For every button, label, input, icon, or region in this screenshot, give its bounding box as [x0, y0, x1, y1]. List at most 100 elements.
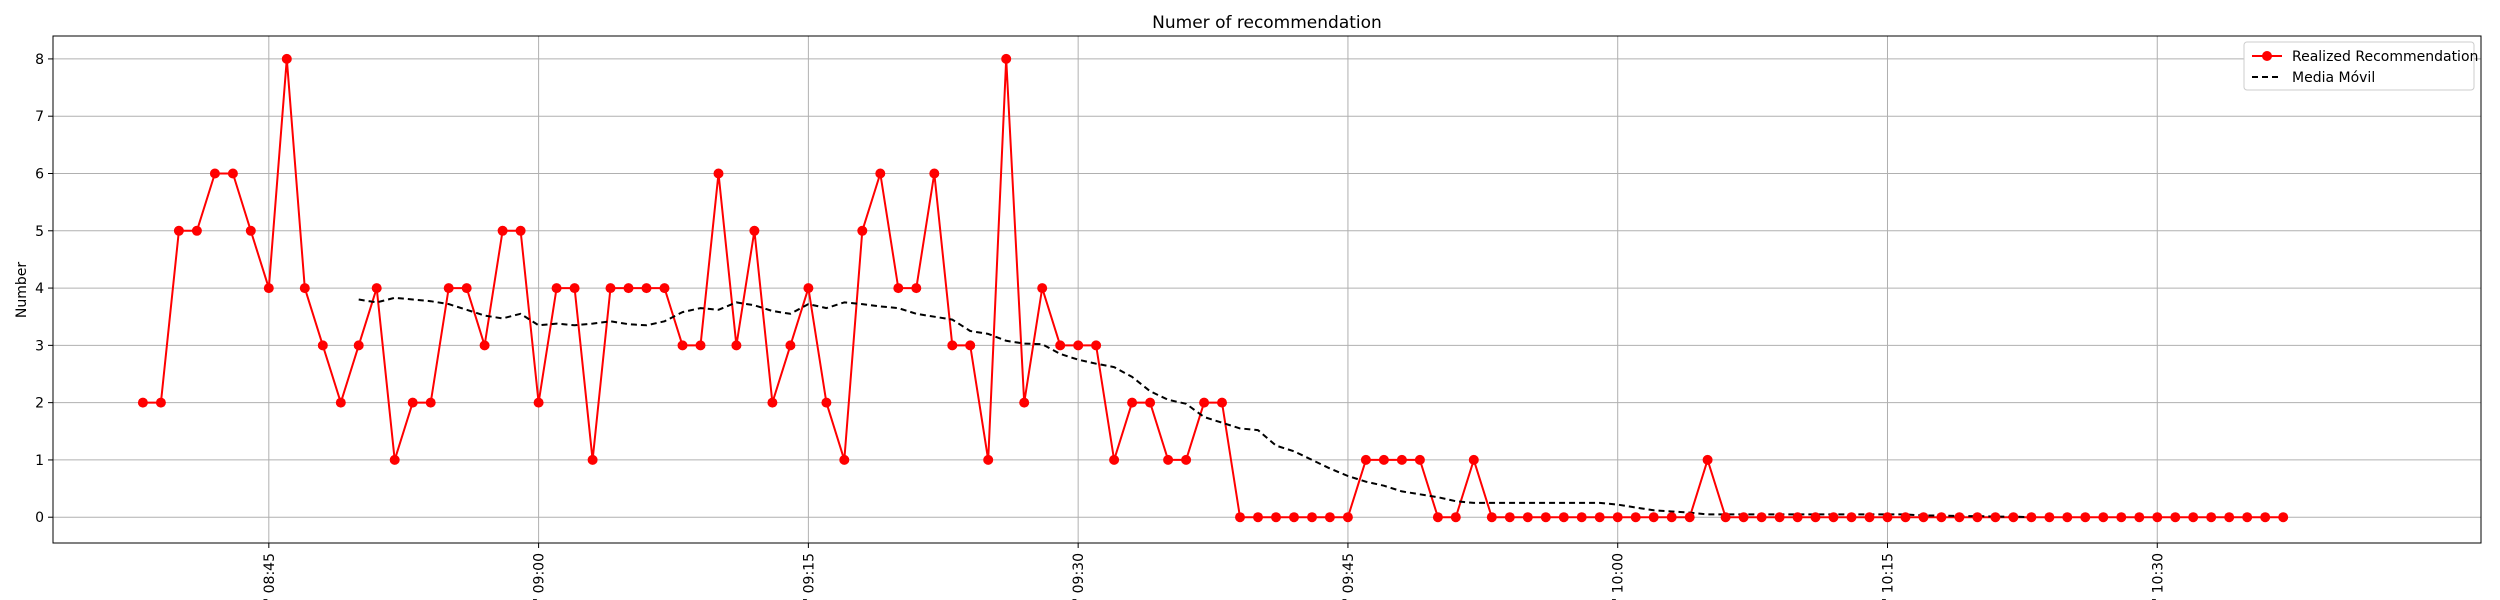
legend: Realized Recommendation Media Móvil: [2243, 41, 2478, 91]
data-point: [1882, 512, 1893, 523]
x-tick-label: ' 09:30: [1071, 553, 1087, 600]
data-point: [1558, 512, 1569, 523]
data-point: [1055, 340, 1066, 351]
data-point: [1540, 512, 1551, 523]
data-point: [677, 340, 688, 351]
data-point: [839, 454, 850, 465]
x-tick-label: ' 10:15: [1880, 553, 1896, 600]
data-point: [191, 225, 202, 236]
data-point: [947, 340, 958, 351]
data-point: [1073, 340, 1084, 351]
y-tick-label: 3: [35, 338, 44, 354]
data-point: [1019, 397, 1030, 408]
legend-realized-marker: [2262, 51, 2272, 61]
data-point: [1091, 340, 1102, 351]
data-point: [1828, 512, 1839, 523]
y-tick-label: 0: [35, 510, 44, 526]
data-point: [785, 340, 796, 351]
data-point: [353, 340, 364, 351]
data-point: [299, 283, 310, 294]
data-point: [479, 340, 490, 351]
data-point: [659, 283, 670, 294]
data-point: [1990, 512, 2001, 523]
data-point: [1684, 512, 1695, 523]
data-point: [443, 283, 454, 294]
data-point: [623, 283, 634, 294]
data-point: [1576, 512, 1587, 523]
data-point: [1810, 512, 1821, 523]
data-point: [1378, 454, 1389, 465]
data-point: [1037, 283, 1048, 294]
data-point: [245, 225, 256, 236]
y-tick-label: 8: [35, 52, 44, 68]
data-point: [515, 225, 526, 236]
data-point: [1756, 512, 1767, 523]
data-point: [2026, 512, 2037, 523]
data-point: [2116, 512, 2127, 523]
data-point: [1324, 512, 1335, 523]
data-point: [1414, 454, 1425, 465]
data-point: [1109, 454, 1120, 465]
data-point: [1271, 512, 1281, 523]
y-axis: 0 1 2 3 4 5 6 7 8: [35, 52, 53, 526]
data-point: [1702, 454, 1713, 465]
data-point: [263, 283, 274, 294]
chart-title: Numer of recommendation: [1152, 13, 1382, 33]
data-point: [1864, 512, 1875, 523]
data-point: [2170, 512, 2181, 523]
legend-box: [2243, 41, 2475, 91]
data-point: [1774, 512, 1785, 523]
data-point: [2206, 512, 2217, 523]
x-tick-label: ' 10:30: [2150, 553, 2166, 600]
data-point: [641, 283, 652, 294]
data-point: [2152, 512, 2163, 523]
data-point: [1504, 512, 1515, 523]
data-point: [695, 340, 706, 351]
y-gridlines: [53, 58, 2481, 518]
data-point: [173, 225, 184, 236]
data-point: [1630, 512, 1641, 523]
data-point: [2260, 512, 2271, 523]
y-tick-label: 6: [35, 166, 44, 182]
data-point: [2080, 512, 2091, 523]
data-point: [1342, 512, 1353, 523]
data-point: [497, 225, 508, 236]
data-point: [1432, 512, 1443, 523]
legend-media-label: Media Móvil: [2292, 70, 2375, 86]
data-point: [137, 397, 148, 408]
data-point: [893, 283, 904, 294]
data-point: [1396, 454, 1407, 465]
data-point: [749, 225, 760, 236]
y-tick-label: 7: [35, 109, 44, 125]
data-point: [1307, 512, 1317, 523]
data-point: [1127, 397, 1138, 408]
data-point: [605, 283, 616, 294]
data-point: [1648, 512, 1659, 523]
data-point: [1900, 512, 1911, 523]
series-markers: [137, 53, 2289, 523]
data-point: [803, 283, 814, 294]
data-point: [1199, 397, 1210, 408]
data-point: [335, 397, 346, 408]
data-point: [821, 397, 832, 408]
y-tick-label: 2: [35, 396, 44, 412]
data-point: [983, 454, 994, 465]
legend-realized-label: Realized Recommendation: [2292, 49, 2478, 65]
x-axis: ' 08:45 ' 09:00 ' 09:15 ' 09:30 ' 09:45 ' 10:…: [262, 543, 2166, 600]
y-axis-label: Number: [14, 262, 30, 318]
y-tick-label: 4: [35, 281, 44, 297]
data-point: [1486, 512, 1497, 523]
data-point: [731, 340, 742, 351]
x-tick-label: ' 10:00: [1611, 553, 1627, 600]
data-point: [1217, 397, 1227, 408]
data-point: [2224, 512, 2235, 523]
data-point: [1450, 512, 1461, 523]
data-point: [857, 225, 868, 236]
data-point: [371, 283, 382, 294]
data-point: [155, 397, 166, 408]
data-point: [1235, 512, 1245, 523]
x-tick-label: ' 09:00: [532, 553, 548, 600]
data-point: [767, 397, 778, 408]
data-point: [317, 340, 328, 351]
data-point: [1666, 512, 1677, 523]
